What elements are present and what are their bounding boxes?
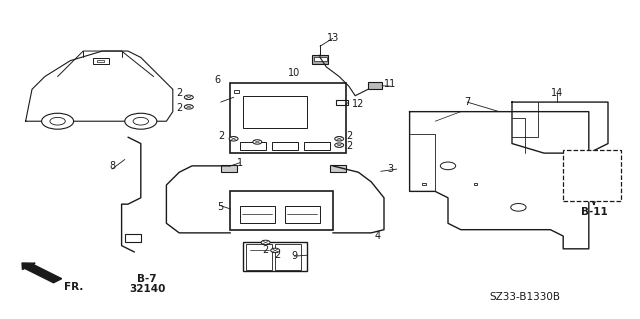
Text: 2: 2 xyxy=(176,103,182,114)
Bar xyxy=(275,244,301,270)
Circle shape xyxy=(253,140,262,144)
Text: 8: 8 xyxy=(109,161,115,171)
Bar xyxy=(240,142,266,150)
Text: 2: 2 xyxy=(176,87,182,98)
Circle shape xyxy=(335,137,344,141)
Bar xyxy=(581,177,598,190)
Bar xyxy=(422,183,426,185)
Text: 12: 12 xyxy=(352,99,365,109)
Text: 2: 2 xyxy=(346,141,353,151)
Bar xyxy=(230,191,333,230)
Bar xyxy=(243,96,307,128)
Text: 5: 5 xyxy=(218,202,224,212)
Bar xyxy=(336,100,348,105)
Bar xyxy=(97,60,104,62)
Text: 10: 10 xyxy=(288,68,301,78)
Text: 2: 2 xyxy=(262,245,269,256)
Text: SZ33-B1330B: SZ33-B1330B xyxy=(490,292,560,302)
Bar xyxy=(474,183,477,185)
Text: 7: 7 xyxy=(464,97,470,107)
Text: 11: 11 xyxy=(384,78,397,89)
Text: 13: 13 xyxy=(326,33,339,43)
Text: 9: 9 xyxy=(291,251,298,261)
Polygon shape xyxy=(26,51,173,121)
Text: FR.: FR. xyxy=(64,282,83,292)
Bar xyxy=(312,55,328,64)
Text: 6: 6 xyxy=(214,75,221,85)
Circle shape xyxy=(335,143,344,147)
Text: 1: 1 xyxy=(237,158,243,168)
Text: 4: 4 xyxy=(374,231,381,241)
Bar xyxy=(221,165,237,172)
Circle shape xyxy=(229,137,238,141)
Circle shape xyxy=(50,117,65,125)
Circle shape xyxy=(440,162,456,170)
Bar xyxy=(234,90,239,93)
Bar xyxy=(579,160,600,191)
FancyArrow shape xyxy=(22,263,61,283)
Bar xyxy=(563,150,621,201)
Text: 3: 3 xyxy=(387,164,394,174)
Circle shape xyxy=(271,248,280,253)
Text: 2: 2 xyxy=(274,250,280,260)
Text: 2: 2 xyxy=(218,131,225,141)
Bar xyxy=(330,165,346,172)
Polygon shape xyxy=(512,102,608,153)
Bar xyxy=(272,142,298,150)
Circle shape xyxy=(184,95,193,100)
Text: B-11: B-11 xyxy=(580,207,607,217)
Circle shape xyxy=(42,113,74,129)
Bar xyxy=(304,142,330,150)
Text: B-7: B-7 xyxy=(138,274,157,284)
Circle shape xyxy=(125,113,157,129)
Text: 14: 14 xyxy=(550,87,563,98)
Polygon shape xyxy=(410,112,589,249)
Bar xyxy=(368,82,382,89)
Text: 32140: 32140 xyxy=(129,284,165,294)
Circle shape xyxy=(184,105,193,109)
Bar xyxy=(93,58,109,64)
Circle shape xyxy=(511,204,526,211)
Bar xyxy=(285,206,320,223)
Bar xyxy=(246,244,272,270)
Bar xyxy=(314,57,327,61)
Bar xyxy=(230,83,346,153)
Bar xyxy=(240,206,275,223)
Text: 2: 2 xyxy=(346,131,353,141)
Circle shape xyxy=(261,240,270,245)
Bar xyxy=(243,242,307,271)
Bar xyxy=(125,234,141,242)
Circle shape xyxy=(133,117,148,125)
